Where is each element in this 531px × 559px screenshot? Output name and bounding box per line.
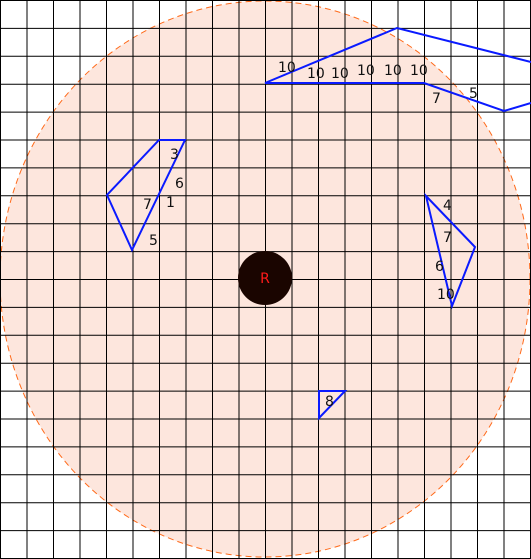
obstacle-label: 10 — [410, 63, 428, 79]
obstacle-label: 8 — [325, 394, 334, 410]
obstacle-polygon — [105, 139, 187, 253]
obstacle-polygon — [424, 192, 477, 310]
obstacle-label: 10 — [384, 63, 402, 79]
obstacle-bottom: 8 — [318, 390, 348, 421]
obstacle-label: 10 — [437, 287, 455, 303]
obstacle-label: 6 — [175, 176, 184, 192]
obstacle-left: 3 6 7 1 5 — [105, 139, 187, 253]
obstacle-label: 7 — [143, 197, 152, 213]
obstacle-polygon — [318, 390, 348, 421]
obstacle-label: 3 — [170, 147, 179, 163]
obstacle-label: 7 — [432, 91, 441, 107]
robot[interactable]: R — [238, 251, 292, 305]
obstacle-top-right: 10 10 10 10 10 10 7 5 — [264, 26, 531, 113]
obstacle-label: 1 — [166, 195, 175, 211]
obstacle-label: 6 — [435, 259, 444, 275]
obstacle-label: 10 — [278, 60, 296, 76]
obstacle-label: 5 — [469, 86, 478, 102]
obstacle-right: 4 7 6 10 — [424, 192, 477, 310]
obstacle-edge — [265, 82, 531, 113]
robot-label: R — [260, 271, 270, 287]
obstacle-label: 7 — [443, 230, 452, 246]
obstacle-label: 4 — [443, 198, 452, 214]
robot-body[interactable] — [238, 251, 292, 305]
obstacle-label: 5 — [149, 233, 158, 249]
obstacle-label: 10 — [307, 66, 325, 82]
obstacle-edge — [264, 26, 531, 84]
obstacle-label: 10 — [331, 66, 349, 82]
obstacle-label: 10 — [357, 63, 375, 79]
